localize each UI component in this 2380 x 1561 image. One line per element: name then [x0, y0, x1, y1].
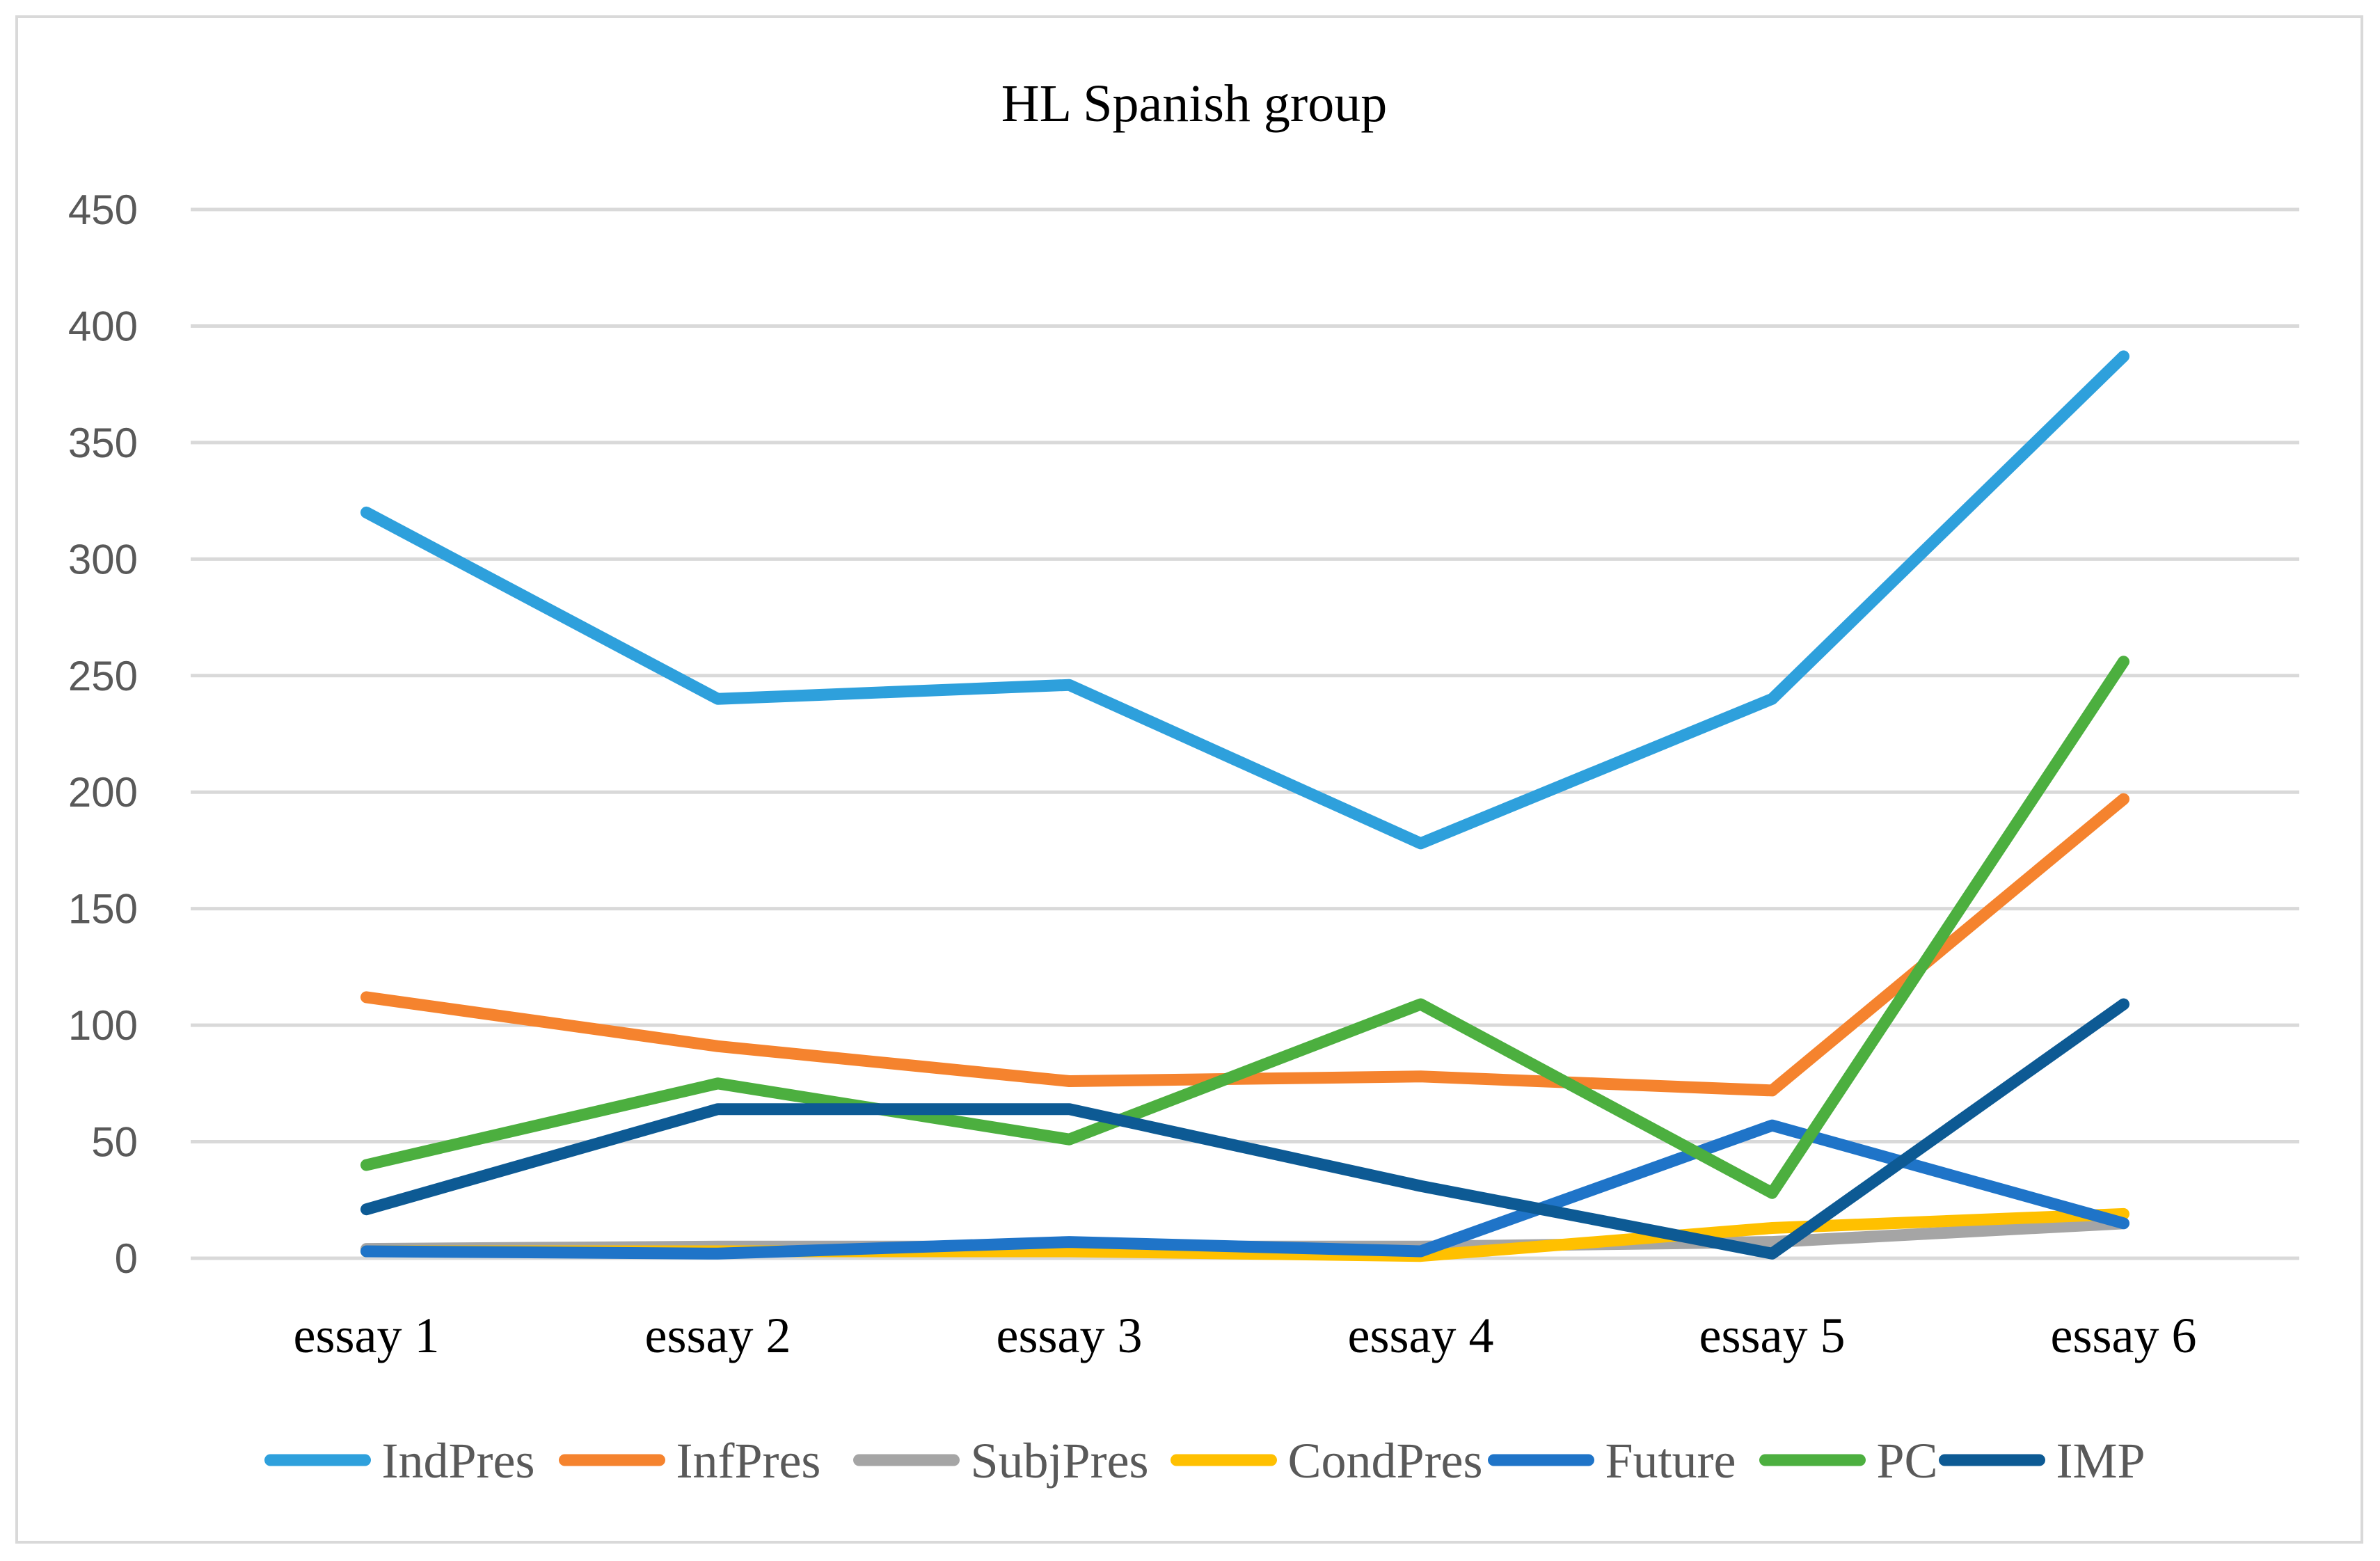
legend-label: SubjPres: [971, 1433, 1149, 1489]
chart-title: HL Spanish group: [1001, 74, 1388, 133]
y-axis-ticks: 0 50 100 150 200 250 300 350 400 450: [68, 187, 138, 1282]
x-axis-ticks: essay 1 essay 2 essay 3 essay 4 essay 5 essay…: [294, 1308, 2197, 1363]
series-indpres: [360, 350, 2129, 850]
legend-label: Future: [1605, 1433, 1736, 1489]
legend-item-indpres: IndPres: [264, 1433, 535, 1489]
legend-item-future: Future: [1488, 1433, 1736, 1489]
y-tick-label: 450: [68, 187, 138, 233]
y-tick-label: 100: [68, 1002, 138, 1049]
series-infpres: [360, 793, 2129, 1097]
series-line-pc: [360, 656, 2129, 1199]
y-tick-label: 400: [68, 303, 138, 349]
legend-item-imp: IMP: [1939, 1433, 2145, 1489]
chart-frame: HL Spanish group 0 50 100 150 200 250 300 350 40…: [15, 15, 2363, 1544]
legend: IndPres InfPres SubjPres CondPres Future PC IM…: [264, 1433, 2145, 1489]
x-tick-label: essay 2: [645, 1308, 791, 1363]
legend-item-condpres: CondPres: [1171, 1433, 1483, 1489]
series-future: [360, 1119, 2129, 1260]
legend-item-subjpres: SubjPres: [853, 1433, 1149, 1489]
y-tick-label: 200: [68, 769, 138, 816]
y-tick-label: 250: [68, 653, 138, 699]
x-tick-label: essay 3: [997, 1308, 1143, 1363]
line-chart: HL Spanish group 0 50 100 150 200 250 300 350 40…: [68, 74, 2299, 1489]
y-tick-label: 150: [68, 886, 138, 933]
y-tick-label: 350: [68, 420, 138, 466]
series-line-indpres: [360, 350, 2129, 850]
legend-label: InfPres: [676, 1433, 821, 1489]
series-imp: [360, 998, 2129, 1260]
x-tick-label: essay 5: [1699, 1308, 1846, 1363]
x-tick-label: essay 4: [1348, 1308, 1494, 1363]
legend-label: PC: [1877, 1433, 1938, 1489]
legend-item-infpres: InfPres: [559, 1433, 821, 1489]
legend-label: IMP: [2056, 1433, 2145, 1489]
series-line-imp: [360, 998, 2129, 1260]
legend-item-pc: PC: [1759, 1433, 1938, 1489]
y-tick-label: 50: [91, 1119, 138, 1166]
series-line-future: [360, 1119, 2129, 1260]
y-tick-label: 300: [68, 536, 138, 583]
legend-label: IndPres: [382, 1433, 535, 1489]
series-pc: [360, 656, 2129, 1199]
x-tick-label: essay 6: [2051, 1308, 2197, 1363]
x-tick-label: essay 1: [294, 1308, 440, 1363]
y-tick-label: 0: [115, 1235, 138, 1282]
series-line-infpres: [360, 793, 2129, 1097]
series-layer: [360, 350, 2129, 1262]
legend-label: CondPres: [1288, 1433, 1483, 1489]
